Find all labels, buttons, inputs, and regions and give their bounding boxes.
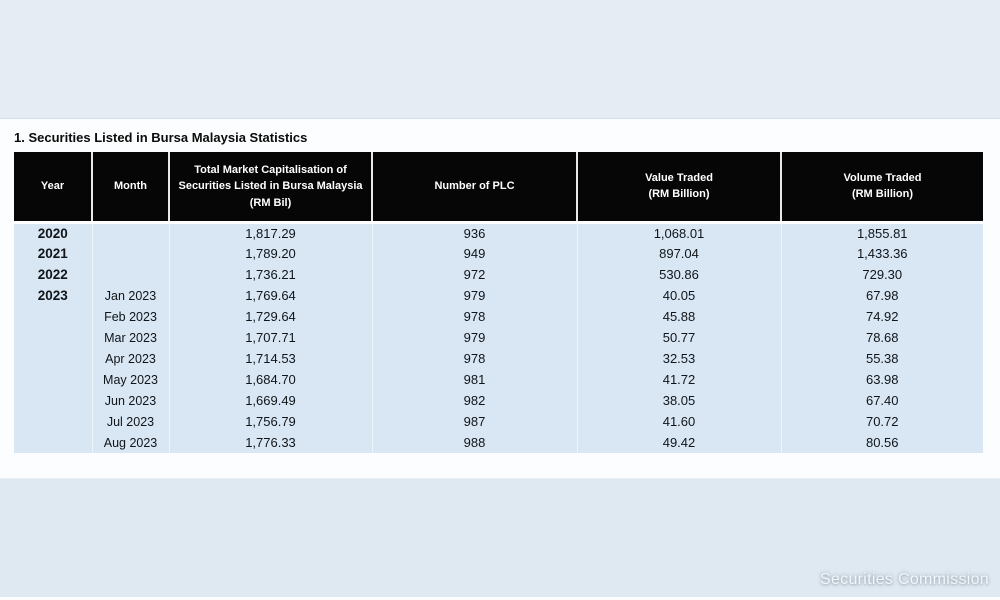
table-cell-market-cap: 1,714.53 bbox=[168, 348, 372, 369]
table-cell-num-plc: 979 bbox=[371, 327, 577, 348]
table-cell-volume-traded: 80.56 bbox=[780, 432, 983, 453]
table-cell-month: Mar 2023 bbox=[91, 327, 169, 348]
table-cell-market-cap: 1,729.64 bbox=[168, 306, 372, 327]
table-cell-year bbox=[14, 348, 92, 369]
table-cell-value-traded: 45.88 bbox=[576, 306, 781, 327]
table-cell-year bbox=[14, 390, 92, 411]
column-header-volume-traded: Volume Traded (RM Billion) bbox=[780, 152, 983, 222]
bottom-margin-band: Securities Commission bbox=[0, 478, 1000, 597]
top-margin-band bbox=[0, 0, 1000, 119]
table-cell-year: 2020 bbox=[14, 222, 92, 243]
table-cell-volume-traded: 729.30 bbox=[780, 264, 983, 285]
table-cell-num-plc: 979 bbox=[371, 285, 577, 306]
table-cell-market-cap: 1,756.79 bbox=[168, 411, 372, 432]
column-header-market-cap: Total Market Capitalisation of Securitie… bbox=[168, 152, 372, 222]
table-cell-volume-traded: 1,433.36 bbox=[780, 243, 983, 264]
table-cell-market-cap: 1,789.20 bbox=[168, 243, 372, 264]
table-cell-month: Jun 2023 bbox=[91, 390, 169, 411]
table-row: Feb 2023 1,729.64 978 45.88 74.92 bbox=[14, 306, 983, 327]
table-cell-market-cap: 1,776.33 bbox=[168, 432, 372, 453]
table-cell-month: Jul 2023 bbox=[91, 411, 169, 432]
column-header-year: Year bbox=[14, 152, 92, 222]
table-cell-value-traded: 530.86 bbox=[576, 264, 781, 285]
table-cell-volume-traded: 67.40 bbox=[780, 390, 983, 411]
table-cell-volume-traded: 78.68 bbox=[780, 327, 983, 348]
table-cell-num-plc: 972 bbox=[371, 264, 577, 285]
table-cell-year bbox=[14, 411, 92, 432]
table-cell-market-cap: 1,817.29 bbox=[168, 222, 372, 243]
table-cell-year bbox=[14, 432, 92, 453]
table-cell-year bbox=[14, 369, 92, 390]
section-title: 1. Securities Listed in Bursa Malaysia S… bbox=[14, 130, 308, 145]
table-cell-month bbox=[91, 222, 169, 243]
table-cell-month: May 2023 bbox=[91, 369, 169, 390]
table-row: 2021 1,789.20 949 897.04 1,433.36 bbox=[14, 243, 983, 264]
table-cell-market-cap: 1,769.64 bbox=[168, 285, 372, 306]
table-cell-value-traded: 50.77 bbox=[576, 327, 781, 348]
table-cell-market-cap: 1,707.71 bbox=[168, 327, 372, 348]
securities-statistics-table: Year Month Total Market Capitalisation o… bbox=[14, 152, 983, 453]
table-cell-volume-traded: 55.38 bbox=[780, 348, 983, 369]
table-cell-month: Apr 2023 bbox=[91, 348, 169, 369]
table-cell-volume-traded: 74.92 bbox=[780, 306, 983, 327]
table-cell-value-traded: 49.42 bbox=[576, 432, 781, 453]
column-header-num-plc: Number of PLC bbox=[371, 152, 577, 222]
table-cell-year: 2023 bbox=[14, 285, 92, 306]
table-row: Apr 2023 1,714.53 978 32.53 55.38 bbox=[14, 348, 983, 369]
table-header: Year Month Total Market Capitalisation o… bbox=[14, 152, 983, 222]
table-row: 2022 1,736.21 972 530.86 729.30 bbox=[14, 264, 983, 285]
table-cell-year: 2022 bbox=[14, 264, 92, 285]
table-cell-volume-traded: 67.98 bbox=[780, 285, 983, 306]
table-cell-month bbox=[91, 264, 169, 285]
table-cell-value-traded: 897.04 bbox=[576, 243, 781, 264]
table-row: Aug 2023 1,776.33 988 49.42 80.56 bbox=[14, 432, 983, 453]
table-cell-market-cap: 1,684.70 bbox=[168, 369, 372, 390]
table-cell-num-plc: 978 bbox=[371, 348, 577, 369]
table-row: Mar 2023 1,707.71 979 50.77 78.68 bbox=[14, 327, 983, 348]
table-cell-value-traded: 32.53 bbox=[576, 348, 781, 369]
table-cell-volume-traded: 1,855.81 bbox=[780, 222, 983, 243]
table-cell-num-plc: 987 bbox=[371, 411, 577, 432]
table-body: 2020 1,817.29 936 1,068.01 1,855.81 2021 1,789… bbox=[14, 222, 983, 453]
table-row: May 2023 1,684.70 981 41.72 63.98 bbox=[14, 369, 983, 390]
table-cell-value-traded: 1,068.01 bbox=[576, 222, 781, 243]
table-cell-num-plc: 949 bbox=[371, 243, 577, 264]
table-cell-market-cap: 1,736.21 bbox=[168, 264, 372, 285]
table-cell-value-traded: 38.05 bbox=[576, 390, 781, 411]
table-cell-num-plc: 978 bbox=[371, 306, 577, 327]
table-cell-month bbox=[91, 243, 169, 264]
table-cell-month: Feb 2023 bbox=[91, 306, 169, 327]
table-row: Jul 2023 1,756.79 987 41.60 70.72 bbox=[14, 411, 983, 432]
table-row: Jun 2023 1,669.49 982 38.05 67.40 bbox=[14, 390, 983, 411]
table-row: 2023 Jan 2023 1,769.64 979 40.05 67.98 bbox=[14, 285, 983, 306]
table-cell-num-plc: 936 bbox=[371, 222, 577, 243]
table-cell-volume-traded: 63.98 bbox=[780, 369, 983, 390]
table-cell-market-cap: 1,669.49 bbox=[168, 390, 372, 411]
table-cell-num-plc: 982 bbox=[371, 390, 577, 411]
securities-commission-watermark: Securities Commission bbox=[819, 571, 989, 588]
table-cell-value-traded: 41.60 bbox=[576, 411, 781, 432]
column-header-month: Month bbox=[91, 152, 169, 222]
table-cell-num-plc: 988 bbox=[371, 432, 577, 453]
table-cell-value-traded: 41.72 bbox=[576, 369, 781, 390]
table-row: 2020 1,817.29 936 1,068.01 1,855.81 bbox=[14, 222, 983, 243]
table-header-row: Year Month Total Market Capitalisation o… bbox=[14, 152, 983, 222]
table-cell-year bbox=[14, 327, 92, 348]
table-cell-volume-traded: 70.72 bbox=[780, 411, 983, 432]
table-cell-year bbox=[14, 306, 92, 327]
table-cell-month: Jan 2023 bbox=[91, 285, 169, 306]
column-header-value-traded: Value Traded (RM Billion) bbox=[576, 152, 781, 222]
table-cell-year: 2021 bbox=[14, 243, 92, 264]
table-cell-num-plc: 981 bbox=[371, 369, 577, 390]
table-cell-value-traded: 40.05 bbox=[576, 285, 781, 306]
table-cell-month: Aug 2023 bbox=[91, 432, 169, 453]
